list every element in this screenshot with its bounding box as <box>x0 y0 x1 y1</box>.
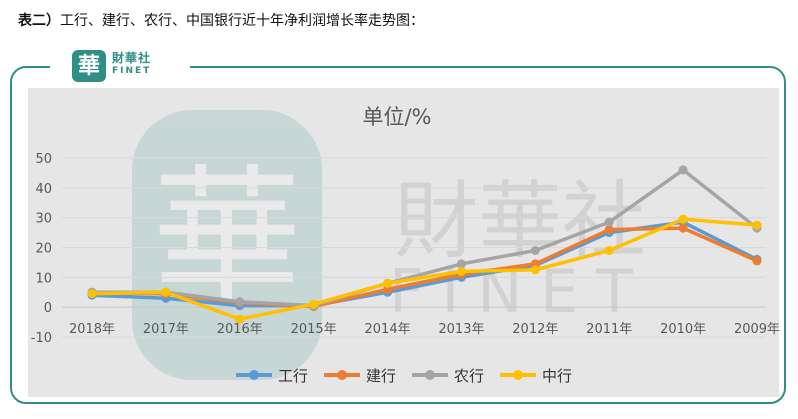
y-tick-label: 20 <box>35 242 52 257</box>
y-axis-ticks: -10 0 10 20 30 40 50 <box>31 152 52 346</box>
legend-item: 工行 <box>236 365 308 386</box>
x-tick-label: 2012年 <box>512 322 558 337</box>
legend-marker <box>337 370 348 380</box>
y-tick-label: -10 <box>31 331 52 346</box>
data-point <box>456 259 466 269</box>
legend-swatch <box>500 370 537 380</box>
data-point <box>530 265 540 275</box>
legend-marker <box>249 370 259 380</box>
x-tick-label: 2009年 <box>734 322 780 337</box>
data-point <box>678 165 688 175</box>
chart-caption: 表二）工行、建行、农行、中国银行近十年净利润增长率走势图： <box>18 10 424 30</box>
x-tick-label: 2013年 <box>438 322 484 337</box>
legend-swatch <box>324 370 361 380</box>
brand-sub-text: FINET <box>112 66 152 76</box>
brand-name: 財華社 FINET <box>112 52 151 78</box>
x-tick-label: 2018年 <box>69 322 115 337</box>
legend-item: 建行 <box>324 365 396 386</box>
x-tick-label: 2010年 <box>660 322 706 337</box>
data-point <box>309 299 319 309</box>
data-point <box>678 214 688 224</box>
legend-item: 农行 <box>412 365 484 386</box>
data-point <box>604 217 614 227</box>
data-point <box>604 245 614 255</box>
y-tick-label: 0 <box>44 301 52 316</box>
chart-title: 单位/% <box>362 105 431 129</box>
data-point <box>235 297 245 307</box>
data-point <box>161 287 171 297</box>
y-tick-label: 50 <box>35 152 52 167</box>
legend-swatch <box>412 370 449 380</box>
caption-prefix: 表二） <box>18 13 60 29</box>
legend-label: 农行 <box>454 366 485 385</box>
legend-item: 中行 <box>500 365 572 386</box>
y-tick-label: 10 <box>35 271 52 286</box>
legend-label: 建行 <box>366 366 397 385</box>
series-layer <box>87 165 762 324</box>
data-point <box>604 225 614 235</box>
legend-marker <box>513 370 524 380</box>
data-point <box>456 266 466 276</box>
data-point <box>530 245 540 255</box>
series-line <box>90 217 759 321</box>
data-point <box>678 223 688 233</box>
chart-legend: 工行 建行 农行 中行 <box>236 364 588 386</box>
data-point <box>235 314 245 324</box>
legend-swatch <box>236 370 272 380</box>
x-tick-label: 2016年 <box>217 322 263 337</box>
x-tick-label: 2017年 <box>143 322 189 337</box>
x-tick-label: 2014年 <box>365 322 411 337</box>
x-axis-ticks: 2018年 2017年 2016年 2015年 2014年 2013年 2012年 2011年… <box>69 322 780 337</box>
brand-logo-icon: 華 <box>72 50 106 82</box>
legend-marker <box>425 370 436 380</box>
y-tick-label: 30 <box>35 212 52 227</box>
y-tick-label: 40 <box>35 182 52 197</box>
brand-name-text: 財華社 <box>112 51 152 65</box>
legend-label: 中行 <box>542 366 573 385</box>
caption-text: 工行、建行、农行、中国银行近十年净利润增长率走势图： <box>60 13 424 29</box>
x-tick-label: 2015年 <box>291 322 337 337</box>
plot-background <box>28 88 779 397</box>
data-point <box>752 256 762 266</box>
legend-label: 工行 <box>278 366 309 385</box>
data-point <box>752 220 762 230</box>
series-line <box>90 168 759 308</box>
data-point <box>383 278 393 288</box>
data-point <box>87 289 97 299</box>
x-tick-label: 2011年 <box>586 322 632 337</box>
